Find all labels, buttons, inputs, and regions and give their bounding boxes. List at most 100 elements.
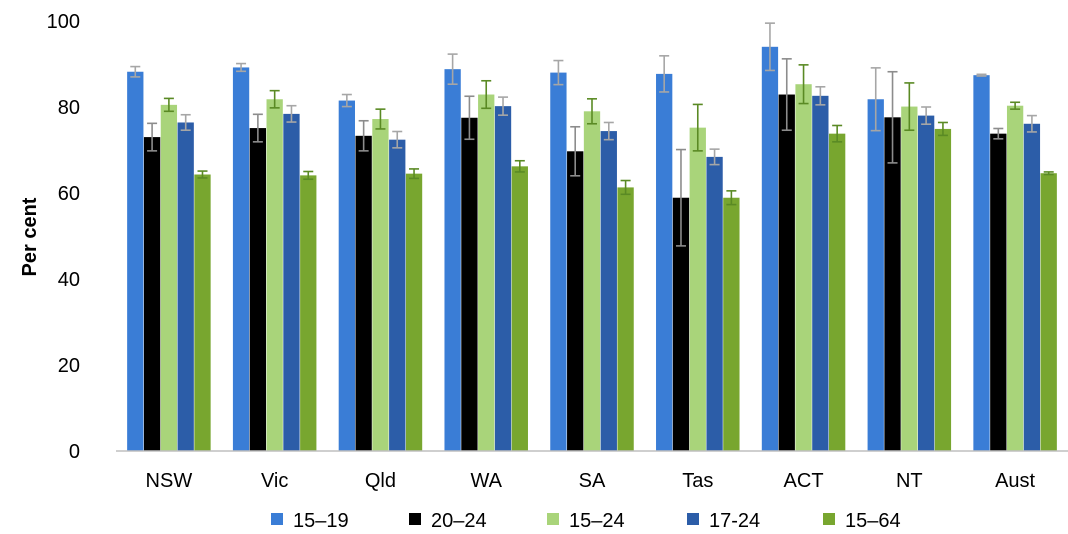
- bar: [706, 156, 723, 451]
- bar: [494, 106, 512, 451]
- bar: [127, 71, 144, 452]
- legend-label: 20–24: [431, 510, 487, 532]
- x-tick-labels: NSW Vic Qld WA SA Tas ACT NT Aust: [146, 470, 1036, 492]
- bar: [232, 67, 250, 451]
- x-tick-label: Aust: [995, 470, 1035, 492]
- error-bar: [130, 65, 141, 78]
- error-bar: [1026, 114, 1037, 133]
- error-bar: [409, 168, 420, 180]
- error-bar: [236, 62, 247, 73]
- bar: [249, 128, 267, 451]
- x-tick-label: Qld: [365, 470, 396, 492]
- error-bar: [726, 190, 737, 206]
- bar: [795, 84, 812, 452]
- bar: [1023, 123, 1041, 452]
- bar: [389, 139, 406, 451]
- x-tick-label: WA: [470, 470, 502, 492]
- x-tick-label: SA: [579, 470, 606, 492]
- bar: [689, 127, 706, 451]
- x-tick-label: Tas: [682, 470, 713, 492]
- bar: [444, 69, 461, 451]
- bar: [283, 113, 300, 451]
- bar: [372, 119, 389, 451]
- bar: [656, 73, 673, 451]
- y-tick-label: 40: [58, 269, 80, 291]
- bar: [300, 175, 317, 451]
- bar: [867, 99, 884, 451]
- legend-label: 15–19: [293, 510, 349, 532]
- legend-swatch: [823, 513, 835, 525]
- error-bar: [197, 170, 208, 179]
- legend-item: 15–24: [547, 510, 625, 532]
- bar: [917, 115, 935, 451]
- error-bar: [147, 122, 158, 152]
- bar: [600, 131, 617, 451]
- y-tick-label: 0: [69, 441, 80, 463]
- error-bar: [659, 55, 670, 93]
- error-bar: [358, 119, 369, 152]
- bar: [160, 104, 178, 451]
- error-bar: [1010, 101, 1021, 110]
- error-bar: [286, 104, 297, 123]
- error-bar: [993, 127, 1004, 140]
- error-bar: [303, 170, 314, 181]
- legend-swatch: [409, 513, 421, 525]
- legend-label: 15–64: [845, 510, 901, 532]
- bar: [761, 46, 779, 452]
- bar: [723, 197, 740, 451]
- bar: [461, 117, 478, 451]
- bar: [511, 166, 528, 451]
- bar: [1040, 173, 1057, 451]
- error-bar: [620, 179, 631, 196]
- bar: [143, 137, 161, 451]
- bar: [617, 187, 634, 451]
- bar: [934, 128, 952, 451]
- error-bar: [709, 148, 720, 166]
- error-bar: [764, 22, 775, 72]
- error-bar: [498, 96, 509, 116]
- y-tick-label: 60: [58, 183, 80, 205]
- error-bar: [976, 73, 987, 77]
- error-bar: [603, 121, 614, 141]
- error-bar: [269, 89, 280, 109]
- bar: [990, 133, 1007, 451]
- bar: [583, 111, 601, 452]
- error-bar: [675, 148, 686, 247]
- y-tick-labels: 0 20 40 60 80 100: [47, 11, 80, 463]
- y-tick-label: 20: [58, 355, 80, 377]
- bar: [829, 133, 846, 451]
- y-tick-label: 80: [58, 97, 80, 119]
- error-bar: [887, 70, 898, 164]
- error-bar: [514, 159, 525, 173]
- error-bar: [481, 79, 492, 110]
- legend-swatch: [687, 513, 699, 525]
- error-bar: [781, 58, 792, 132]
- bar: [672, 197, 690, 451]
- y-axis-title: Per cent: [19, 197, 41, 276]
- error-bar: [587, 98, 597, 125]
- error-bar: [180, 113, 191, 132]
- bar: [778, 94, 795, 451]
- bar: [338, 100, 355, 452]
- legend-label: 17-24: [709, 510, 760, 532]
- bar: [194, 174, 211, 451]
- error-bar: [798, 64, 809, 105]
- error-bar: [341, 93, 352, 108]
- legend-label: 15–24: [569, 510, 625, 532]
- bar: [901, 106, 918, 451]
- bar: [884, 117, 901, 451]
- x-tick-label: ACT: [784, 470, 824, 492]
- legend-swatch: [547, 513, 559, 525]
- bar: [973, 75, 990, 452]
- legend-item: 15–64: [823, 510, 901, 532]
- x-tick-label: NT: [896, 470, 923, 492]
- legend: 15–19 20–24 15–24 17-24 15–64: [271, 510, 901, 532]
- bar: [355, 135, 372, 451]
- error-bar: [937, 121, 948, 137]
- x-tick-label: NSW: [146, 470, 193, 492]
- legend-item: 15–19: [271, 510, 349, 532]
- x-tick-label: Vic: [261, 470, 288, 492]
- bar: [405, 173, 423, 451]
- error-bar: [832, 124, 843, 143]
